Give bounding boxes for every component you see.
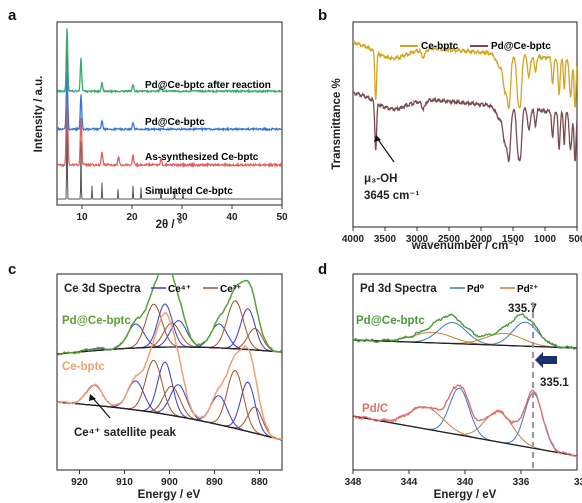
ftir-curves [353,39,577,163]
series-label-pd-c-d: Pd/C [362,403,388,415]
axes-frame-a [56,21,283,206]
x-ticks-c: 920 910 900 890 880 [71,470,268,488]
x-tick-label: 30 [176,212,188,223]
x-tick-label: 20 [126,212,138,223]
spectra-title-c: Ce 3d Spectra [64,283,141,295]
panel-c: c 920 910 900 890 880 Energy / eV Ce 3d Spec… [8,261,283,501]
x-tick-label: 336 [513,477,530,488]
oh-annotation-line1: μ₃-OH [364,173,397,185]
panel-label-b: b [318,7,327,24]
xps-baseline [353,415,577,457]
x-tick-label: 1500 [502,234,525,245]
panel-b: b 4000 3500 3000 2500 2000 1500 1000 500 wavenu… [318,7,582,252]
x-tick-label: 340 [457,477,474,488]
xps-envelope [353,313,577,350]
x-tick-label: 1000 [534,234,557,245]
x-tick-label: 40 [226,212,238,223]
y-axis-label-b: Transmittance % [331,78,343,169]
x-tick-label: 900 [161,477,178,488]
x-tick-label: 890 [206,477,223,488]
x-ticks-d: 348 344 340 336 33 [345,470,582,488]
x-tick-label: 4000 [342,234,365,245]
ftir-series-line [353,39,577,110]
spectra-title-d: Pd 3d Spectra [360,283,437,295]
oh-arrow-shaft [376,137,395,163]
x-tick-label: 500 [569,234,582,245]
y-axis-label-a: Intensity / a.u. [33,76,45,153]
xrd-curves [57,28,282,200]
peak-label-335-1: 335.1 [540,377,569,389]
legend-label-pd-ce-bptc: Pd@Ce-bptc [491,41,551,52]
series-label-simulated: Simulated Ce-bptc [145,186,233,197]
xps-baseline [57,346,282,355]
x-axis-label-a: 2θ / ° [156,219,183,231]
panel-d: d 348 344 340 336 33 Energy / eV Pd 3d Spect… [318,261,582,501]
x-ticks-a: 10 20 30 40 50 [76,205,288,223]
panel-a: a 10 20 30 40 50 2θ / ° Intensity / a.u. Pd@… [8,7,288,231]
x-tick-label: 880 [251,477,268,488]
legend-label-ce3: Ce³⁺ [220,284,241,295]
legend-label-ce4: Ce⁴⁺ [168,284,191,295]
oh-annotation-line2: 3645 cm⁻¹ [364,190,419,202]
panel-label-c: c [8,261,16,278]
ce3d-curves [57,274,282,441]
xps-envelope [353,384,577,458]
series-label-pd-ce-bptc-c: Pd@Ce-bptc [62,315,131,327]
x-tick-label: 50 [276,212,288,223]
x-tick-label: 3500 [374,234,397,245]
shift-arrow-icon [535,352,557,368]
panel-label-d: d [318,261,327,278]
oh-arrow-head [374,135,381,142]
x-ticks-b: 4000 3500 3000 2500 2000 1500 1000 500 [342,227,582,245]
x-axis-label-d: Energy / eV [434,489,497,501]
x-axis-label-c: Energy / eV [138,489,201,501]
legend-label-pd0: Pd⁰ [467,284,484,295]
x-tick-label: 348 [345,477,362,488]
xrd-series-line [57,75,282,169]
xps-envelope [57,311,282,441]
xrd-series-line [57,33,282,200]
satellite-arrow-shaft [91,396,111,419]
x-axis-label-b: wavenumber / cm⁻¹ [411,240,519,252]
panel-label-a: a [8,7,17,24]
satellite-arrow-head [89,394,96,401]
ftir-series-line [353,91,577,163]
x-tick-label: 33 [574,477,582,488]
xps-baseline [57,401,282,441]
x-tick-label: 3000 [406,234,429,245]
xps-envelope [57,274,282,356]
peak-label-335-7: 335.7 [508,303,537,315]
series-label-as-synth: As-synthesized Ce-bptc [145,152,259,163]
x-tick-label: 920 [71,477,88,488]
x-tick-label: 344 [401,477,418,488]
pd3d-curves [353,313,577,458]
x-tick-label: 910 [116,477,133,488]
series-label-pd: Pd@Ce-bptc [145,117,205,128]
series-label-pd-after: Pd@Ce-bptc after reaction [145,80,271,91]
xrd-series-line [57,28,282,94]
x-tick-label: 10 [76,212,88,223]
axes-frame-d [352,273,578,471]
series-label-ce-bptc-c: Ce-bptc [62,361,105,373]
series-label-pd-ce-bptc-d: Pd@Ce-bptc [356,315,425,327]
legend-label-pd2: Pd²⁺ [517,284,538,295]
legend-label-ce-bptc: Ce-bptc [421,41,459,52]
x-tick-label: 2000 [470,234,493,245]
x-tick-label: 2500 [438,234,461,245]
satellite-annotation: Ce⁴⁺ satellite peak [74,427,176,439]
xrd-series-line [57,69,282,132]
